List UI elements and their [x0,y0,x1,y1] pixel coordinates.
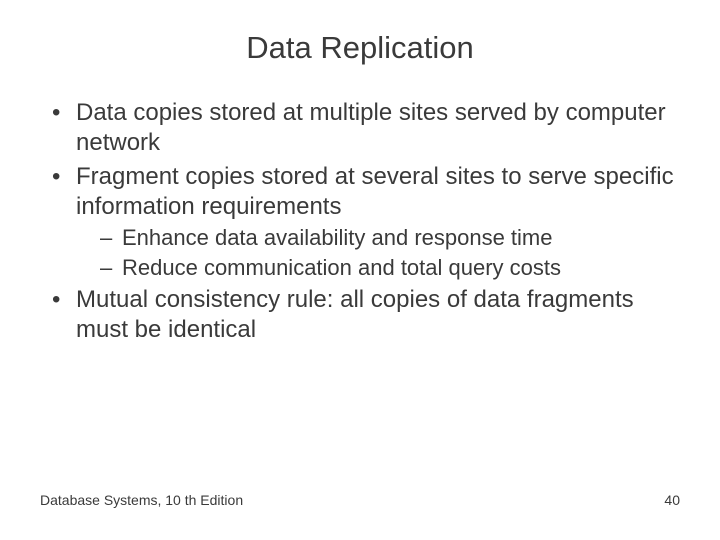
bullet-text: Fragment copies stored at several sites … [76,163,674,220]
slide-content: Data copies stored at multiple sites ser… [40,98,680,345]
sub-bullet-item: Enhance data availability and response t… [76,224,680,252]
bullet-item: Mutual consistency rule: all copies of d… [40,285,680,345]
slide-title: Data Replication [40,30,680,66]
slide: Data Replication Data copies stored at m… [0,0,720,540]
footer-source: Database Systems, 10 th Edition [40,492,243,508]
bullet-item: Data copies stored at multiple sites ser… [40,98,680,158]
bullet-list: Data copies stored at multiple sites ser… [40,98,680,345]
sub-bullet-list: Enhance data availability and response t… [76,224,680,281]
footer-page-number: 40 [664,492,680,508]
sub-bullet-text: Enhance data availability and response t… [122,225,553,250]
slide-footer: Database Systems, 10 th Edition 40 [40,492,680,508]
sub-bullet-item: Reduce communication and total query cos… [76,254,680,282]
bullet-text: Data copies stored at multiple sites ser… [76,99,666,156]
sub-bullet-text: Reduce communication and total query cos… [122,255,561,280]
bullet-text: Mutual consistency rule: all copies of d… [76,286,634,343]
bullet-item: Fragment copies stored at several sites … [40,162,680,281]
